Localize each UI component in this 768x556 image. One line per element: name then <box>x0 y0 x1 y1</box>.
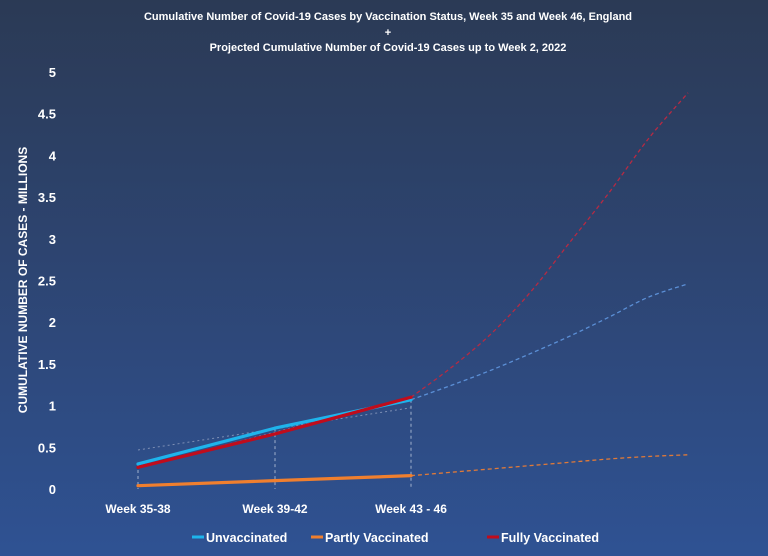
chart-title-line-2: + <box>385 27 391 39</box>
chart-title-line-1: Cumulative Number of Covid-19 Cases by V… <box>144 11 632 23</box>
trend-line <box>137 407 412 451</box>
data-point <box>273 432 277 436</box>
y-tick-label: 2.5 <box>38 274 56 289</box>
y-tick-label: 5 <box>49 65 56 80</box>
y-tick-label: 4.5 <box>38 107 56 122</box>
projection-line-partly-vaccinated <box>410 454 689 477</box>
chart-title-line-3: Projected Cumulative Number of Covid-19 … <box>210 42 567 54</box>
y-tick-label: 0.5 <box>38 440 56 455</box>
legend: Unvaccinated Partly Vaccinated Fully Vacci… <box>192 531 599 545</box>
plot-area <box>136 92 689 488</box>
y-tick-label: 0 <box>49 482 56 497</box>
chart-title: Cumulative Number of Covid-19 Cases by V… <box>144 11 632 54</box>
data-point <box>273 426 277 430</box>
y-tick-label: 3 <box>49 232 56 247</box>
legend-label: Fully Vaccinated <box>501 531 599 545</box>
y-axis-ticks: 0 0.5 1 1.5 2 2.5 3 3.5 4 4.5 5 <box>38 65 57 497</box>
y-tick-label: 4 <box>49 148 57 163</box>
data-point <box>136 462 140 466</box>
projection-line-fully-vaccinated <box>410 92 689 398</box>
data-point <box>136 484 140 488</box>
legend-label: Partly Vaccinated <box>325 531 429 545</box>
y-tick-label: 2 <box>49 315 56 330</box>
y-tick-label: 3.5 <box>38 190 56 205</box>
data-point <box>409 474 413 478</box>
data-point <box>273 479 277 483</box>
y-axis-label: CUMULATIVE NUMBER OF CASES - MILLIONS <box>16 147 30 413</box>
legend-label: Unvaccinated <box>206 531 287 545</box>
x-tick-label: Week 35-38 <box>105 502 170 516</box>
projection-line-unvaccinated <box>410 283 689 401</box>
x-axis-ticks: Week 35-38 Week 39-42 Week 43 - 46 <box>105 502 447 516</box>
y-tick-label: 1.5 <box>38 357 56 372</box>
data-point <box>136 465 140 469</box>
y-tick-label: 1 <box>49 399 56 414</box>
x-tick-label: Week 43 - 46 <box>375 502 447 516</box>
data-point <box>409 395 413 399</box>
x-tick-label: Week 39-42 <box>242 502 307 516</box>
